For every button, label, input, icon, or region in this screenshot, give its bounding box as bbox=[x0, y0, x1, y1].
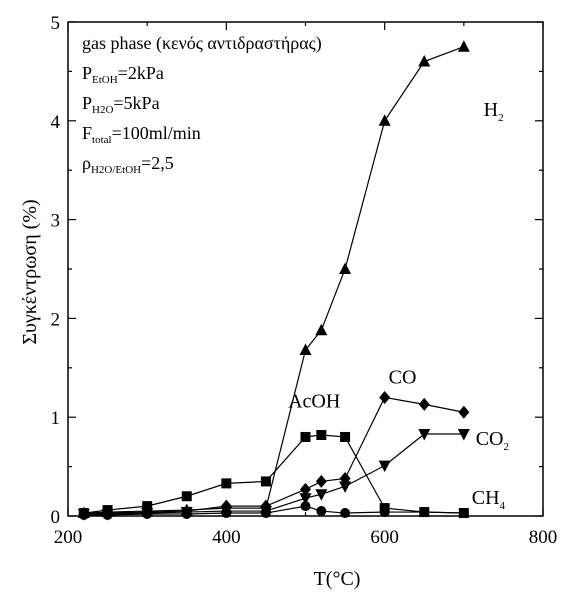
data-point bbox=[418, 428, 431, 441]
data-point bbox=[102, 510, 113, 521]
data-point bbox=[260, 476, 271, 487]
data-point bbox=[339, 262, 352, 274]
data-point bbox=[315, 323, 328, 336]
annotation-p-etoh: PEtOH=2kPa bbox=[82, 63, 164, 86]
data-point bbox=[457, 428, 470, 441]
y-tick-label: 4 bbox=[51, 112, 61, 133]
series-layer bbox=[77, 40, 470, 521]
data-point bbox=[340, 508, 351, 519]
y-tick-label: 5 bbox=[51, 13, 61, 34]
data-point bbox=[181, 509, 192, 520]
data-point bbox=[78, 510, 89, 521]
series-label-co: CO bbox=[389, 367, 417, 389]
series-line bbox=[83, 396, 464, 515]
axes: 200 400 600 800 0 1 2 3 4 5 bbox=[51, 13, 558, 548]
data-point bbox=[379, 507, 390, 518]
data-point bbox=[379, 390, 391, 404]
series-ch4 bbox=[78, 501, 469, 521]
y-axis-title: Συγκέντρωση (%) bbox=[19, 199, 41, 344]
series-line bbox=[83, 46, 465, 514]
series-label-acoh: AcOH bbox=[288, 390, 340, 412]
data-point bbox=[181, 491, 192, 502]
conditions-annotation: gas phase (κενός αντιδραστήρας) PEtOH=2k… bbox=[82, 33, 322, 176]
data-point bbox=[299, 343, 312, 356]
data-point bbox=[300, 501, 311, 512]
data-point bbox=[418, 397, 430, 411]
y-tick-label: 1 bbox=[51, 408, 61, 429]
data-point bbox=[260, 508, 271, 519]
series-label-co2: CO2 bbox=[476, 428, 509, 453]
data-point bbox=[315, 474, 327, 488]
annotation-p-h2o: PH2O=5kPa bbox=[82, 93, 160, 116]
annotation-rho: ρH2O/EtOH=2,5 bbox=[82, 153, 174, 176]
y-tick-label: 2 bbox=[51, 309, 61, 330]
x-axis-title: T(°C) bbox=[314, 568, 361, 590]
annotation-line-1: gas phase (κενός αντιδραστήρας) bbox=[82, 33, 322, 54]
data-point bbox=[316, 506, 327, 517]
y-tick-label: 0 bbox=[51, 507, 61, 528]
x-tick-label: 400 bbox=[212, 527, 241, 548]
data-point bbox=[142, 509, 153, 520]
series-line bbox=[83, 433, 464, 515]
data-point bbox=[457, 40, 470, 52]
data-point bbox=[299, 493, 312, 505]
data-point bbox=[316, 429, 327, 440]
data-point bbox=[300, 482, 311, 496]
data-point bbox=[221, 478, 232, 489]
data-point bbox=[458, 405, 470, 419]
x-tick-label: 200 bbox=[54, 527, 83, 548]
series-label-h2: H2 bbox=[484, 99, 504, 124]
data-point bbox=[340, 431, 351, 442]
series-co bbox=[78, 390, 470, 521]
x-tick-label: 600 bbox=[370, 527, 399, 548]
x-tick-label: 800 bbox=[529, 527, 558, 548]
data-point bbox=[419, 507, 430, 518]
data-point bbox=[300, 431, 311, 442]
series-labels: H2 AcOH CO CO2 CH4 bbox=[288, 99, 509, 512]
data-point bbox=[315, 489, 328, 501]
data-point bbox=[418, 55, 431, 67]
data-point bbox=[221, 508, 232, 519]
data-point bbox=[378, 114, 391, 126]
series-line bbox=[83, 434, 464, 514]
data-point bbox=[458, 508, 469, 519]
annotation-f-total: Ftotal=100ml/min bbox=[82, 123, 201, 146]
data-point bbox=[378, 460, 391, 473]
y-tick-label: 3 bbox=[51, 211, 61, 232]
series-label-ch4: CH4 bbox=[472, 487, 506, 512]
data-point bbox=[339, 481, 352, 493]
series-line bbox=[83, 505, 464, 516]
